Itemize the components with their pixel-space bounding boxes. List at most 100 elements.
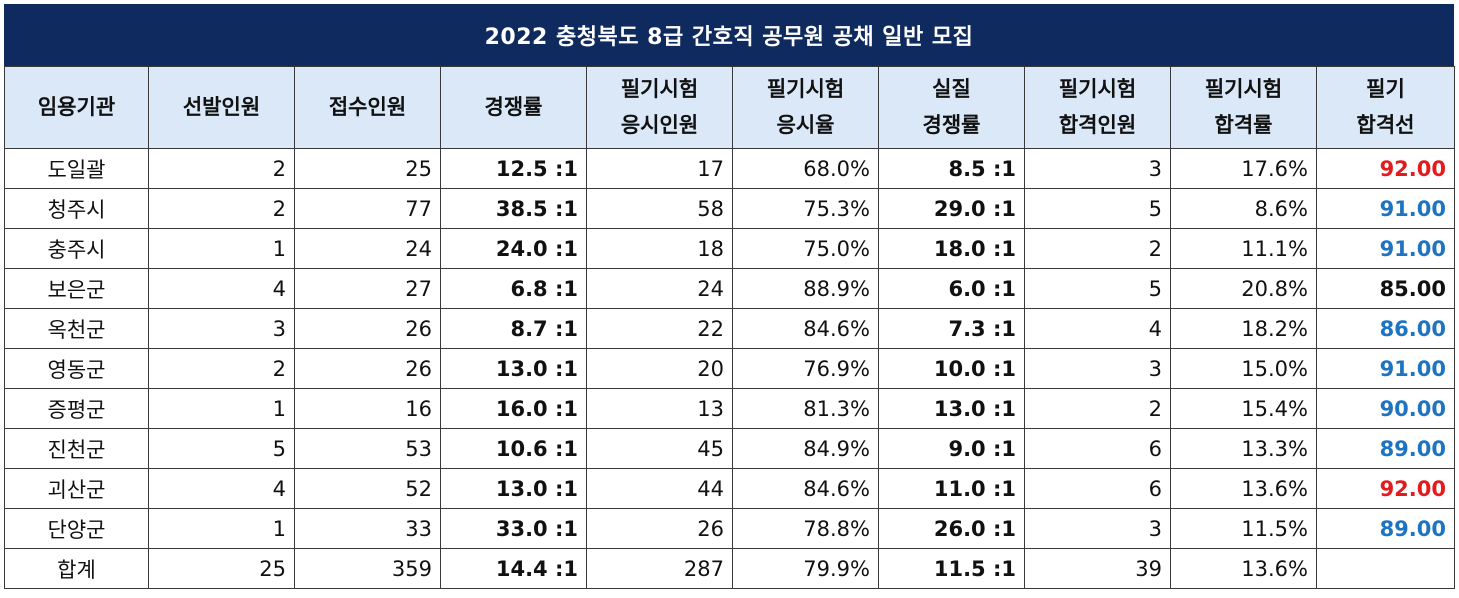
column-header-label: 합격률 [1214, 112, 1273, 137]
cell-org: 청주시 [4, 188, 149, 229]
cell-exam-takers: 45 [586, 428, 733, 469]
cell-passers: 39 [1024, 548, 1171, 589]
cell-exam-takers: 58 [586, 188, 733, 229]
cell-passers: 3 [1024, 508, 1171, 549]
column-header: 필기시험 합격률 [1170, 66, 1317, 149]
cell-exam-takers: 287 [586, 548, 733, 589]
cell-competition-ratio: 12.5 :1 [440, 148, 587, 189]
cell-exam-take-rate: 75.3% [732, 188, 879, 229]
cell-selected: 4 [148, 268, 295, 309]
column-header: 경쟁률 [440, 66, 587, 149]
table-container: 2022 충청북도 8급 간호직 공무원 공채 일반 모집 임용기관 선발인원 접수… [4, 4, 1455, 589]
column-header-label: 필기 [1366, 76, 1405, 101]
column-header-label: 임용기관 [37, 94, 116, 119]
cell-competition-ratio: 8.7 :1 [440, 308, 587, 349]
column-header: 임용기관 [4, 66, 149, 149]
cell-org: 진천군 [4, 428, 149, 469]
cell-org: 합계 [4, 548, 149, 589]
table-title: 2022 충청북도 8급 간호직 공무원 공채 일반 모집 [4, 4, 1454, 66]
cell-selected: 25 [148, 548, 295, 589]
cell-real-ratio: 11.0 :1 [878, 468, 1025, 509]
cell-exam-take-rate: 75.0% [732, 228, 879, 269]
cell-competition-ratio: 13.0 :1 [440, 348, 587, 389]
column-header: 필기시험 응시인원 [586, 66, 733, 149]
cell-real-ratio: 7.3 :1 [878, 308, 1025, 349]
cell-real-ratio: 6.0 :1 [878, 268, 1025, 309]
cell-exam-takers: 13 [586, 388, 733, 429]
cell-applicants: 27 [294, 268, 441, 309]
column-header-label: 경쟁률 [484, 94, 543, 119]
cell-org: 영동군 [4, 348, 149, 389]
table-row: 단양군 1 33 33.0 :1 26 78.8% 26.0 :1 3 11.5% 89.00 [4, 508, 1455, 549]
cell-exam-takers: 26 [586, 508, 733, 549]
cell-org: 단양군 [4, 508, 149, 549]
cell-pass-rate: 18.2% [1170, 308, 1317, 349]
cell-applicants: 52 [294, 468, 441, 509]
cell-competition-ratio: 14.4 :1 [440, 548, 587, 589]
cell-cutoff: 89.00 [1316, 428, 1455, 469]
cell-real-ratio: 10.0 :1 [878, 348, 1025, 389]
cell-selected: 5 [148, 428, 295, 469]
cell-cutoff [1316, 548, 1455, 589]
column-header: 필기 합격선 [1316, 66, 1455, 149]
cell-pass-rate: 13.6% [1170, 548, 1317, 589]
cell-selected: 1 [148, 388, 295, 429]
cell-exam-takers: 24 [586, 268, 733, 309]
cell-pass-rate: 20.8% [1170, 268, 1317, 309]
table-row: 보은군 4 27 6.8 :1 24 88.9% 6.0 :1 5 20.8% 85.00 [4, 268, 1455, 309]
cell-cutoff: 91.00 [1316, 348, 1455, 389]
cell-applicants: 33 [294, 508, 441, 549]
cell-exam-take-rate: 84.6% [732, 308, 879, 349]
cell-cutoff: 91.00 [1316, 188, 1455, 229]
cell-competition-ratio: 16.0 :1 [440, 388, 587, 429]
cell-exam-take-rate: 78.8% [732, 508, 879, 549]
table-row: 증평군 1 16 16.0 :1 13 81.3% 13.0 :1 2 15.4% 90.00 [4, 388, 1455, 429]
recruitment-table: 임용기관 선발인원 접수인원 경쟁률 필기시험 응시인원 필기시험 응시율 실질 경쟁률 필기시험 합… [4, 66, 1455, 589]
cell-passers: 2 [1024, 388, 1171, 429]
cell-cutoff: 92.00 [1316, 468, 1455, 509]
cell-applicants: 16 [294, 388, 441, 429]
column-header: 접수인원 [294, 66, 441, 149]
cell-applicants: 25 [294, 148, 441, 189]
cell-passers: 2 [1024, 228, 1171, 269]
cell-competition-ratio: 24.0 :1 [440, 228, 587, 269]
cell-real-ratio: 29.0 :1 [878, 188, 1025, 229]
cell-selected: 2 [148, 348, 295, 389]
column-header-label: 필기시험 [1058, 76, 1137, 101]
cell-selected: 2 [148, 188, 295, 229]
cell-competition-ratio: 13.0 :1 [440, 468, 587, 509]
cell-pass-rate: 17.6% [1170, 148, 1317, 189]
column-header: 필기시험 응시율 [732, 66, 879, 149]
cell-cutoff: 92.00 [1316, 148, 1455, 189]
cell-org: 보은군 [4, 268, 149, 309]
cell-passers: 6 [1024, 468, 1171, 509]
cell-org: 도일괄 [4, 148, 149, 189]
cell-pass-rate: 13.6% [1170, 468, 1317, 509]
cell-selected: 1 [148, 508, 295, 549]
cell-exam-takers: 22 [586, 308, 733, 349]
cell-exam-take-rate: 84.6% [732, 468, 879, 509]
cell-real-ratio: 26.0 :1 [878, 508, 1025, 549]
table-row: 옥천군 3 26 8.7 :1 22 84.6% 7.3 :1 4 18.2% 86.00 [4, 308, 1455, 349]
cell-passers: 5 [1024, 188, 1171, 229]
cell-competition-ratio: 33.0 :1 [440, 508, 587, 549]
column-header-label: 응시율 [776, 112, 835, 137]
cell-exam-take-rate: 84.9% [732, 428, 879, 469]
cell-applicants: 53 [294, 428, 441, 469]
table-row: 충주시 1 24 24.0 :1 18 75.0% 18.0 :1 2 11.1% 91.00 [4, 228, 1455, 269]
cell-cutoff: 85.00 [1316, 268, 1455, 309]
column-header: 실질 경쟁률 [878, 66, 1025, 149]
cell-org: 옥천군 [4, 308, 149, 349]
table-row: 청주시 2 77 38.5 :1 58 75.3% 29.0 :1 5 8.6% 91.00 [4, 188, 1455, 229]
cell-applicants: 24 [294, 228, 441, 269]
cell-real-ratio: 8.5 :1 [878, 148, 1025, 189]
header-row: 임용기관 선발인원 접수인원 경쟁률 필기시험 응시인원 필기시험 응시율 실질 경쟁률 필기시험 합… [4, 66, 1455, 149]
cell-applicants: 77 [294, 188, 441, 229]
cell-real-ratio: 9.0 :1 [878, 428, 1025, 469]
cell-org: 충주시 [4, 228, 149, 269]
table-row: 진천군 5 53 10.6 :1 45 84.9% 9.0 :1 6 13.3% 89.00 [4, 428, 1455, 469]
cell-passers: 4 [1024, 308, 1171, 349]
cell-selected: 4 [148, 468, 295, 509]
table-row: 괴산군 4 52 13.0 :1 44 84.6% 11.0 :1 6 13.6% 92.00 [4, 468, 1455, 509]
cell-passers: 6 [1024, 428, 1171, 469]
